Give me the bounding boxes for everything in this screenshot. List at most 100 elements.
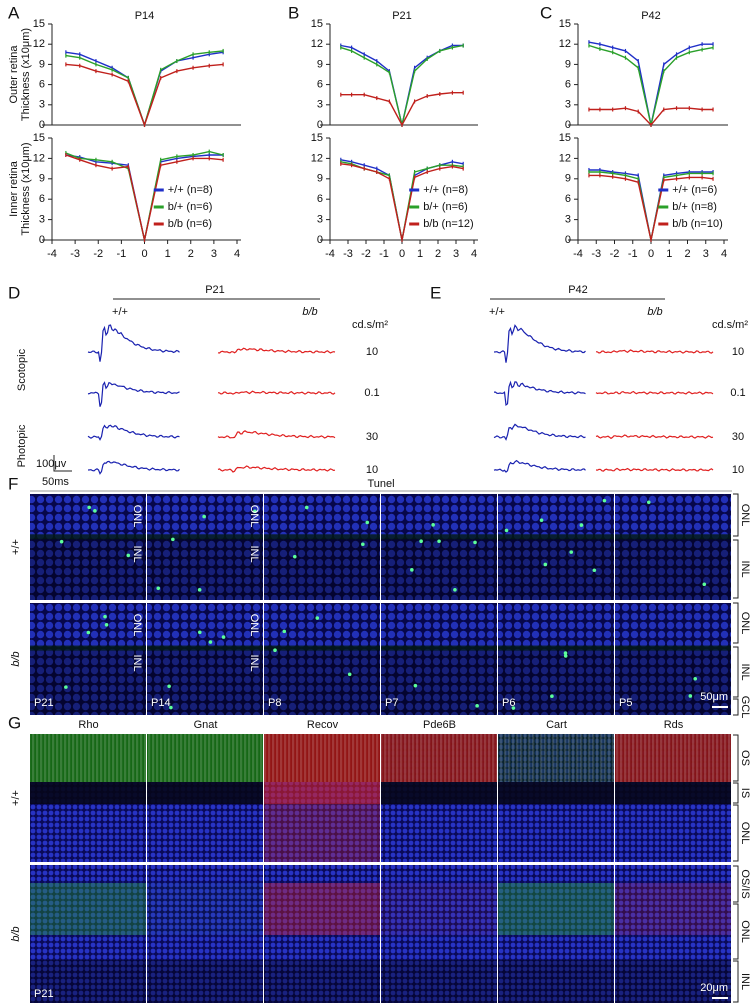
os-is-band xyxy=(264,883,380,935)
chart-title: P21 xyxy=(392,10,412,22)
chart-title: P42 xyxy=(641,10,661,22)
micrograph-inl-shade xyxy=(30,538,146,600)
onl-stain xyxy=(264,804,380,862)
layer-label: INL xyxy=(739,663,751,680)
genotype-label: b/b xyxy=(647,306,662,318)
x-tick-label: 4 xyxy=(721,248,727,260)
y-tick-label: 9 xyxy=(565,173,571,185)
erg-trace xyxy=(87,381,180,407)
x-tick-label: 1 xyxy=(165,248,171,260)
y-tick-label: 0 xyxy=(565,234,571,246)
layer-bracket xyxy=(733,698,739,716)
is-band xyxy=(381,782,497,804)
os-texture xyxy=(615,734,731,782)
micrograph xyxy=(30,494,146,600)
layer-bracket xyxy=(733,539,739,599)
tunel-dot xyxy=(197,630,202,635)
tunel-dot xyxy=(292,554,297,559)
tunel-dot xyxy=(563,651,568,655)
y-tick-label: 15 xyxy=(559,18,571,30)
tunel-dot xyxy=(315,616,320,620)
y-tick-label: 6 xyxy=(39,193,45,205)
x-tick-label: -3 xyxy=(591,248,601,260)
tunel-dot xyxy=(167,684,171,689)
os-texture xyxy=(30,734,146,782)
y-tick-label: 15 xyxy=(559,132,571,144)
x-tick-label: -4 xyxy=(47,248,57,260)
series-line xyxy=(340,44,464,126)
os-texture xyxy=(147,734,263,782)
micrograph-opl xyxy=(498,645,614,651)
x-tick-label: 4 xyxy=(234,248,240,260)
micrograph xyxy=(30,603,146,715)
is-band xyxy=(147,782,263,804)
micrograph-opl xyxy=(30,645,146,651)
tunel-dot xyxy=(103,614,107,619)
genotype-label: +/+ xyxy=(489,306,505,318)
layer-bracket xyxy=(733,782,739,804)
intensity-label: 10 xyxy=(366,464,378,476)
layer-label: INL xyxy=(739,560,751,577)
erg-trace xyxy=(217,347,336,354)
condition-label: Scotopic xyxy=(16,348,28,391)
y-tick-label: 12 xyxy=(559,152,571,164)
intensity-label: 30 xyxy=(366,431,378,443)
panel-letter: F xyxy=(8,474,18,493)
legend-label: b/b (n=6) xyxy=(168,218,212,230)
y-tick-label: 3 xyxy=(39,99,45,111)
micrograph-inl-shade xyxy=(30,650,146,715)
unit-label: cd.s/m² xyxy=(712,319,748,331)
y-axis-label: Outer retina xyxy=(8,45,20,104)
erg-trace xyxy=(595,434,714,440)
micrograph xyxy=(147,494,263,600)
tunel-dot xyxy=(64,685,68,689)
x-tick-label: 0 xyxy=(141,248,147,260)
y-tick-label: 6 xyxy=(317,193,323,205)
layer-label: ONL xyxy=(739,822,751,845)
unit-label: cd.s/m² xyxy=(352,319,388,331)
x-tick-label: -1 xyxy=(628,248,638,260)
inl-shade xyxy=(615,960,731,1003)
y-tick-label: 6 xyxy=(317,79,323,91)
x-tick-label: 3 xyxy=(703,248,709,260)
tunel-dot xyxy=(171,537,175,542)
tunel-dot xyxy=(473,540,477,545)
layer-label: ONL xyxy=(131,505,143,528)
tunel-dot xyxy=(273,648,277,653)
micrograph-inl-shade xyxy=(381,538,497,600)
tunel-dot xyxy=(282,629,287,634)
micrograph xyxy=(147,603,263,715)
x-tick-label: 0 xyxy=(648,248,654,260)
micrograph-inl-shade xyxy=(615,538,731,600)
tunel-dot xyxy=(702,582,707,587)
os-is-band xyxy=(147,883,263,935)
tunel-dot xyxy=(169,705,173,710)
layer-bracket xyxy=(733,960,739,1003)
y-tick-label: 3 xyxy=(317,214,323,226)
layer-bracket xyxy=(733,493,739,537)
marker-label: Rho xyxy=(78,719,98,731)
y-tick-label: 0 xyxy=(565,119,571,131)
y-tick-label: 3 xyxy=(565,99,571,111)
micrograph-opl xyxy=(147,645,263,651)
x-tick-label: -2 xyxy=(361,248,371,260)
micrograph xyxy=(498,603,614,715)
layer-label: INL xyxy=(739,973,751,990)
layer-bracket xyxy=(733,903,739,960)
erg-trace xyxy=(493,423,586,441)
y-tick-label: 15 xyxy=(311,132,323,144)
x-tick-label: -1 xyxy=(116,248,126,260)
erg-trace xyxy=(87,424,180,441)
tunel-dot xyxy=(202,514,206,519)
scale-label: 20μm xyxy=(700,982,728,994)
micrograph xyxy=(264,494,380,600)
tunel-dot xyxy=(592,568,597,573)
micrograph-opl xyxy=(615,534,731,540)
chart-title: P14 xyxy=(135,10,155,22)
marker-label: Pde6B xyxy=(423,719,456,731)
genotype-label: +/+ xyxy=(112,306,128,318)
is-band xyxy=(498,782,614,804)
is-band xyxy=(264,782,380,804)
erg-trace xyxy=(217,465,336,473)
tunel-dot xyxy=(87,505,91,510)
